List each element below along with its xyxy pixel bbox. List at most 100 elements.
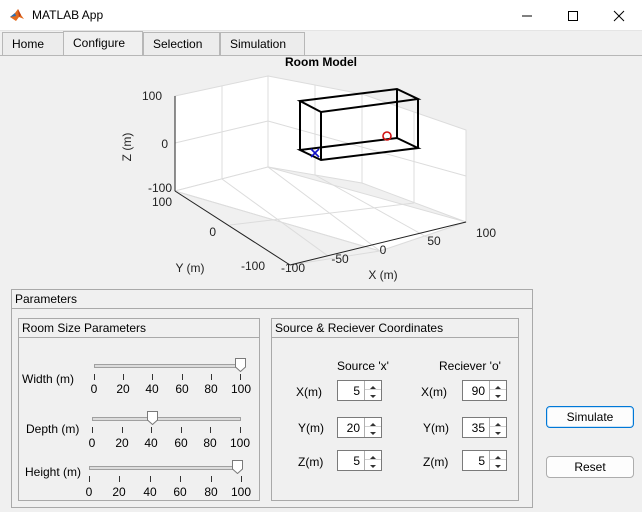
simulate-button[interactable]: Simulate (546, 406, 634, 428)
close-button[interactable] (596, 0, 642, 31)
x-tick-label: -50 (331, 252, 349, 266)
tick-label: 80 (204, 382, 218, 396)
depth-slider-track[interactable] (92, 417, 241, 421)
minimize-button[interactable] (504, 0, 550, 31)
tab-simulation[interactable]: Simulation (220, 32, 305, 55)
room-size-panel: Room Size Parameters (18, 318, 260, 501)
receiver-y-label: Y(m) (423, 421, 449, 435)
tab-label: Selection (153, 37, 203, 51)
spinner-up-icon[interactable] (490, 381, 506, 390)
receiver-marker-icon (382, 131, 392, 141)
source-z-value[interactable]: 5 (353, 454, 360, 468)
receiver-x-label: X(m) (421, 385, 447, 399)
x-tick-label: -100 (281, 261, 305, 275)
spinner-down-icon[interactable] (365, 460, 381, 469)
room-box (296, 87, 422, 162)
spinner-down-icon[interactable] (490, 460, 506, 469)
depth-slider-thumb[interactable] (147, 411, 158, 425)
spinner-down-icon[interactable] (365, 427, 381, 436)
spinner-down-icon[interactable] (490, 390, 506, 399)
matlab-logo-icon (10, 9, 24, 21)
tick-label: 60 (174, 436, 188, 450)
z-tick-label: 100 (142, 89, 162, 103)
window-title: MATLAB App (32, 8, 104, 22)
x-tick-label: 50 (427, 234, 441, 248)
tick-label: 0 (90, 382, 98, 396)
close-icon (613, 10, 625, 22)
source-y-label: Y(m) (298, 421, 324, 435)
receiver-z-value[interactable]: 5 (478, 454, 485, 468)
receiver-y-spinner[interactable]: 35 (462, 417, 507, 438)
spinner-down-icon[interactable] (365, 390, 381, 399)
receiver-y-value[interactable]: 35 (471, 421, 485, 435)
tick-label: 0 (85, 485, 93, 499)
y-axis-label: Y (m) (175, 261, 204, 275)
parameters-panel-title: Parameters (12, 290, 532, 309)
title-bar: MATLAB App (0, 0, 642, 31)
source-x-label: X(m) (296, 385, 322, 399)
reset-button[interactable]: Reset (546, 456, 634, 478)
spinner-down-icon[interactable] (490, 427, 506, 436)
spinner-up-icon[interactable] (490, 418, 506, 427)
tab-home[interactable]: Home (2, 32, 64, 55)
tick-label: 80 (203, 436, 217, 450)
tab-strip: Home Configure Selection Simulation (0, 31, 642, 56)
y-tick-label: -100 (241, 259, 265, 273)
x-tick-label: 0 (380, 243, 387, 257)
tick-label: 60 (173, 485, 187, 499)
tab-label: Configure (73, 36, 126, 50)
coordinates-panel: Source & Reciever Coordinates (271, 318, 519, 501)
receiver-header: Reciever 'o' (439, 359, 501, 373)
height-slider-track[interactable] (89, 466, 241, 470)
tick-label: 40 (143, 485, 157, 499)
coordinates-panel-title: Source & Reciever Coordinates (272, 319, 518, 338)
source-x-value[interactable]: 5 (353, 384, 360, 398)
spinner-up-icon[interactable] (365, 451, 381, 460)
maximize-icon (568, 11, 578, 21)
receiver-x-spinner[interactable]: 90 (462, 380, 507, 401)
source-x-spinner[interactable]: 5 (337, 380, 382, 401)
receiver-z-spinner[interactable]: 5 (462, 450, 507, 471)
tick-label: 40 (145, 382, 159, 396)
tab-label: Home (12, 37, 45, 51)
width-slider-thumb[interactable] (235, 358, 246, 372)
receiver-x-value[interactable]: 90 (471, 384, 485, 398)
receiver-z-label: Z(m) (423, 455, 449, 469)
spinner-up-icon[interactable] (490, 451, 506, 460)
plot-axes (174, 96, 467, 266)
plot-grid (173, 75, 468, 266)
z-tick-label: 0 (161, 137, 168, 151)
tick-label: 60 (175, 382, 189, 396)
x-tick-label: 100 (476, 226, 496, 240)
spinner-up-icon[interactable] (365, 381, 381, 390)
source-marker-icon (310, 148, 320, 158)
spinner-up-icon[interactable] (365, 418, 381, 427)
tick-label: 20 (116, 382, 130, 396)
tick-label: 80 (204, 485, 218, 499)
tab-label: Simulation (230, 37, 287, 51)
source-y-value[interactable]: 20 (346, 421, 360, 435)
tick-label: 0 (88, 436, 96, 450)
room-model-plot[interactable]: 100 0 -100 100 0 -100 -100 -50 0 50 100 … (0, 56, 642, 288)
source-z-spinner[interactable]: 5 (337, 450, 382, 471)
maximize-button[interactable] (550, 0, 596, 31)
y-tick-label: 0 (209, 225, 216, 239)
source-header: Source 'x' (337, 359, 389, 373)
plot-title: Room Model (285, 55, 357, 69)
z-tick-label: -100 (148, 181, 172, 195)
source-y-spinner[interactable]: 20 (337, 417, 382, 438)
tick-label: 20 (115, 436, 129, 450)
tab-divider (0, 55, 642, 56)
height-slider-thumb[interactable] (232, 460, 243, 474)
tick-label: 100 (230, 382, 252, 396)
tab-configure[interactable]: Configure (63, 31, 143, 56)
width-label: Width (m) (22, 372, 74, 386)
z-axis-label: Z (m) (120, 133, 134, 162)
y-tick-label: 100 (152, 195, 172, 209)
tab-selection[interactable]: Selection (143, 32, 220, 55)
minimize-icon (522, 15, 532, 17)
width-slider-track[interactable] (94, 364, 241, 368)
tick-label: 100 (230, 485, 252, 499)
height-label: Height (m) (25, 465, 82, 479)
x-axis-label: X (m) (368, 268, 397, 282)
